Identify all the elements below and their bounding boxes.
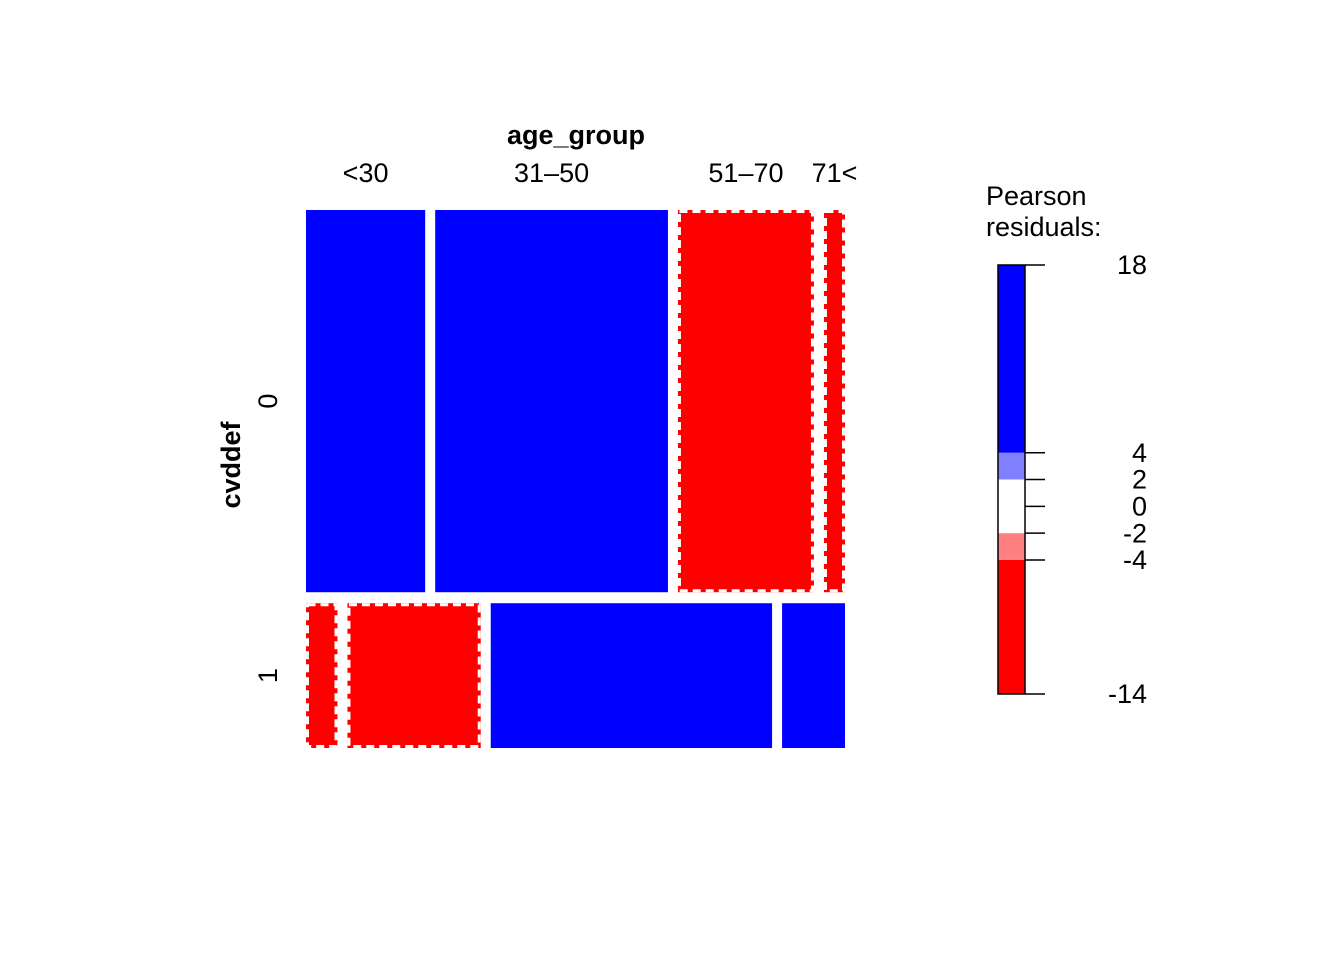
y-tick-label: 1 xyxy=(253,668,283,683)
x-tick-label: 51–70 xyxy=(708,158,783,188)
mosaic-cell xyxy=(490,603,773,748)
x-tick-label: 71< xyxy=(812,158,858,188)
legend-band xyxy=(998,479,1025,534)
mosaic-cell xyxy=(782,603,845,748)
y-tick-label: 0 xyxy=(253,394,283,409)
mosaic-cell xyxy=(677,210,814,593)
x-tick-label: 31–50 xyxy=(514,158,589,188)
y-axis-title: cvddef xyxy=(216,420,246,508)
legend-band xyxy=(998,559,1025,694)
legend-tick-label: 4 xyxy=(1132,438,1147,468)
legend-title: residuals: xyxy=(986,212,1102,242)
mosaic-cell xyxy=(435,210,668,593)
legend-title: Pearson xyxy=(986,181,1087,211)
cell-border xyxy=(677,210,814,593)
mosaic-cell xyxy=(306,210,426,593)
legend-band xyxy=(998,265,1025,453)
legend-tick-label: 18 xyxy=(1117,250,1147,280)
mosaic-cell xyxy=(306,603,338,748)
mosaic-cell xyxy=(823,210,845,593)
cell-border xyxy=(306,603,338,748)
cell-border xyxy=(823,210,845,593)
legend-tick-label: -2 xyxy=(1123,518,1147,548)
legend-tick-label: 0 xyxy=(1132,491,1147,521)
cell-border xyxy=(347,603,481,748)
legend-tick-label: 2 xyxy=(1132,465,1147,495)
legend-tick-label: -14 xyxy=(1108,679,1147,709)
mosaic-cell xyxy=(347,603,481,748)
legend-band xyxy=(998,452,1025,480)
legend-tick-label: -4 xyxy=(1123,545,1147,575)
legend-band xyxy=(998,533,1025,560)
x-axis-title: age_group xyxy=(507,120,645,150)
x-tick-label: <30 xyxy=(343,158,389,188)
